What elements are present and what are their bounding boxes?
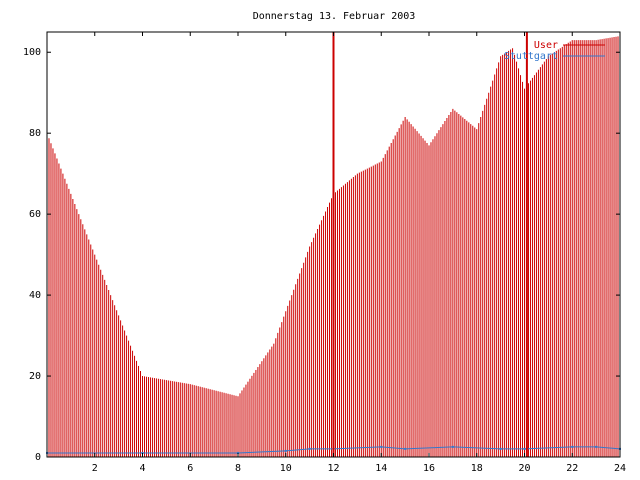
x-tick-label: 10 xyxy=(280,463,292,474)
series-1-point xyxy=(595,445,598,448)
series-1-point xyxy=(380,445,383,448)
series-1-point xyxy=(571,445,574,448)
x-tick-label: 2 xyxy=(92,463,98,474)
chart-title: Donnerstag 13. Februar 2003 xyxy=(253,11,416,22)
x-tick-label: 18 xyxy=(471,463,483,474)
series-1-point xyxy=(499,447,502,450)
x-tick-label: 14 xyxy=(375,463,387,474)
x-tick-label: 22 xyxy=(566,463,578,474)
x-tick-label: 24 xyxy=(614,463,626,474)
series-1-point xyxy=(308,447,311,450)
legend-label: Stuttgart xyxy=(504,51,558,62)
y-tick-label: 40 xyxy=(29,290,41,301)
x-tick-label: 20 xyxy=(518,463,530,474)
legend-label: User xyxy=(534,40,558,51)
x-tick-label: 6 xyxy=(187,463,193,474)
series-1-point xyxy=(141,451,144,454)
y-tick-label: 0 xyxy=(35,452,41,463)
series-1-point xyxy=(237,451,239,454)
x-tick-label: 16 xyxy=(423,463,435,474)
x-tick-label: 8 xyxy=(235,463,241,474)
series-1-point xyxy=(284,449,287,452)
series-1-point xyxy=(451,445,454,448)
series-1-point xyxy=(404,447,407,450)
y-tick-label: 60 xyxy=(29,209,41,220)
x-tick-label: 4 xyxy=(139,463,145,474)
x-tick-label: 12 xyxy=(327,463,339,474)
y-tick-label: 80 xyxy=(29,128,41,139)
y-tick-label: 20 xyxy=(29,371,41,382)
series-1-point xyxy=(523,447,526,450)
series-1-line xyxy=(47,446,621,454)
y-tick-label: 100 xyxy=(23,47,41,58)
